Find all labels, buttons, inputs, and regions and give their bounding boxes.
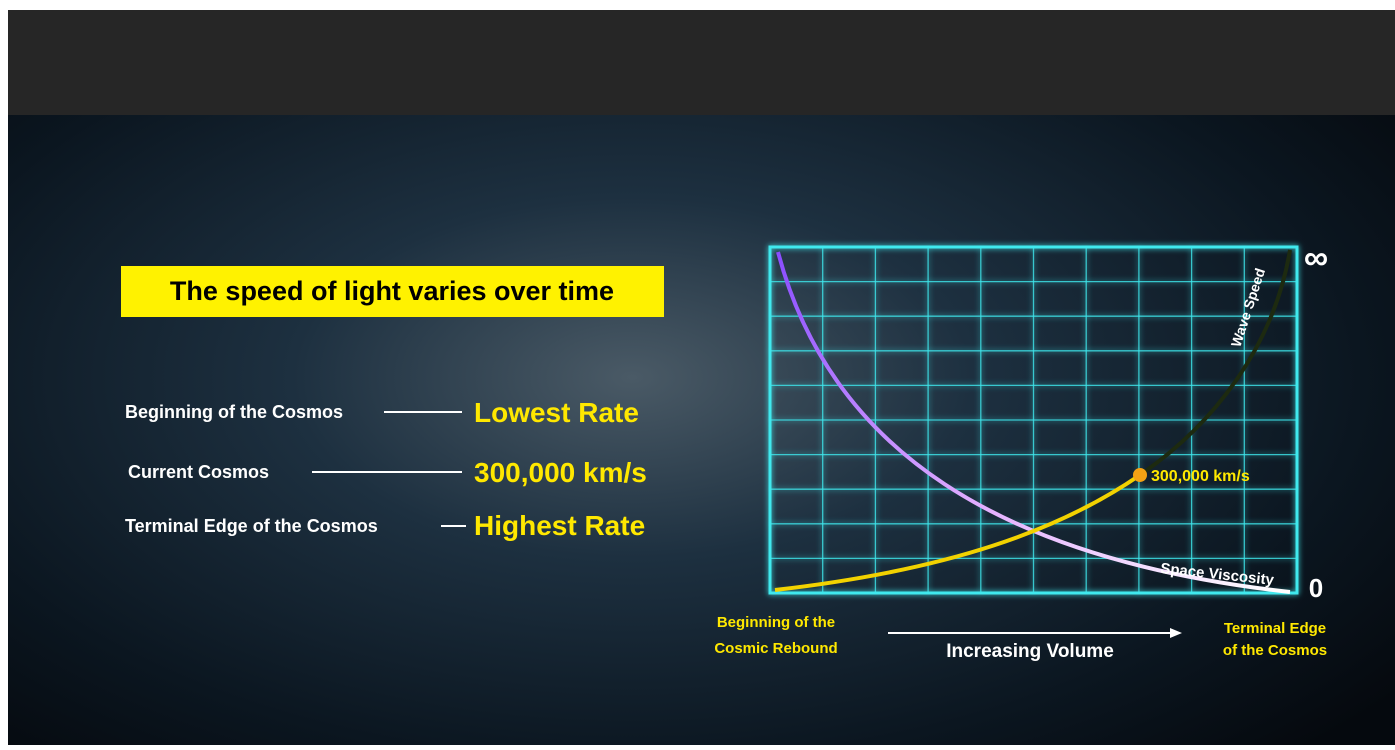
grid bbox=[770, 247, 1297, 593]
space-viscosity-curve bbox=[776, 251, 1291, 594]
top-band bbox=[8, 10, 1395, 115]
bottom-label: 0 bbox=[1309, 573, 1323, 603]
x-axis-label: Increasing Volume bbox=[946, 641, 1114, 662]
x-end-label: Terminal Edge bbox=[1224, 620, 1326, 637]
current-point bbox=[1133, 468, 1147, 482]
arrow-head bbox=[1170, 628, 1182, 638]
row-value: Lowest Rate bbox=[474, 397, 639, 428]
row-value: Highest Rate bbox=[474, 510, 645, 541]
row-label: Beginning of the Cosmos bbox=[125, 402, 343, 422]
top-label: ∞ bbox=[1304, 239, 1328, 277]
row-label: Terminal Edge of the Cosmos bbox=[125, 516, 378, 536]
wave-speed-curve-upper bbox=[1138, 249, 1292, 477]
frame bbox=[768, 245, 1299, 595]
x-start-label: Beginning of the bbox=[717, 614, 835, 631]
title-box bbox=[121, 266, 664, 317]
row-label: Current Cosmos bbox=[128, 462, 269, 482]
title: The speed of light varies over time bbox=[170, 276, 614, 306]
x-end-label: of the Cosmos bbox=[1223, 642, 1327, 659]
row-value: 300,000 km/s bbox=[474, 457, 647, 488]
background bbox=[8, 10, 1395, 745]
x-start-label: Cosmic Rebound bbox=[714, 640, 837, 657]
wave-speed-curve bbox=[774, 473, 1142, 592]
point-label: 300,000 km/s bbox=[1151, 468, 1250, 485]
